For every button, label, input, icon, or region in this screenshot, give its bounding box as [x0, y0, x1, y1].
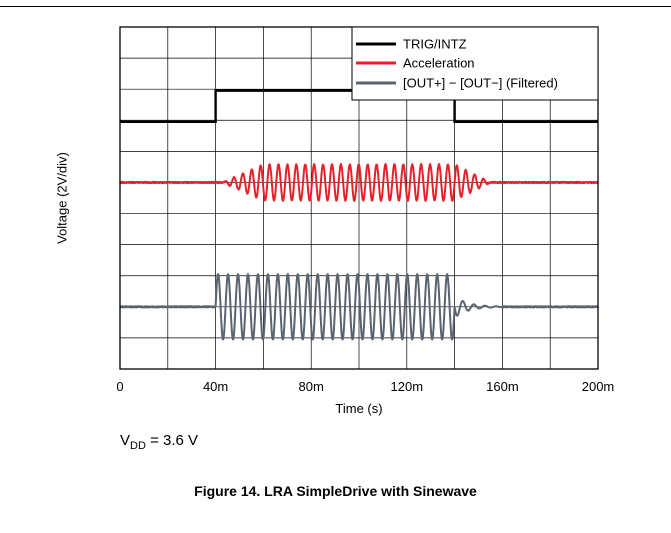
- x-tick-label: 120m: [391, 379, 424, 394]
- top-rule: [0, 6, 671, 7]
- series-line-trig-intz: [120, 89, 598, 124]
- series-line-out-filtered: [119, 273, 599, 341]
- y-axis-title: Voltage (2V/div): [54, 152, 69, 244]
- condition-symbol: V: [120, 432, 131, 449]
- condition-value: = 3.6 V: [145, 432, 199, 449]
- legend-label: TRIG/INTZ: [403, 37, 467, 52]
- supply-voltage-note: VDD = 3.6 V: [120, 432, 198, 452]
- figure-caption: Figure 14. LRA SimpleDrive with Sinewave: [194, 483, 477, 499]
- condition-subscript: DD: [130, 440, 146, 452]
- x-tick-label: 160m: [486, 379, 519, 394]
- x-axis-title: Time (s): [335, 401, 382, 416]
- series-line-acceleration: [119, 162, 599, 202]
- x-tick-labels: 0 40m 80m 120m 160m 200m: [116, 379, 614, 394]
- legend-label: Acceleration: [403, 56, 475, 71]
- plot-traces: [119, 89, 599, 341]
- x-tick-label: 80m: [299, 379, 324, 394]
- legend-label: [OUT+] − [OUT−] (Filtered): [403, 76, 558, 91]
- legend: TRIG/INTZ Acceleration [OUT+] − [OUT−] (Fi…: [351, 26, 599, 101]
- chart: 0 40m 80m 120m 160m 200m Time (s) Voltage (2V…: [54, 26, 614, 416]
- x-tick-label: 200m: [582, 379, 615, 394]
- x-tick-label: 40m: [203, 379, 228, 394]
- x-tick-label: 0: [116, 379, 123, 394]
